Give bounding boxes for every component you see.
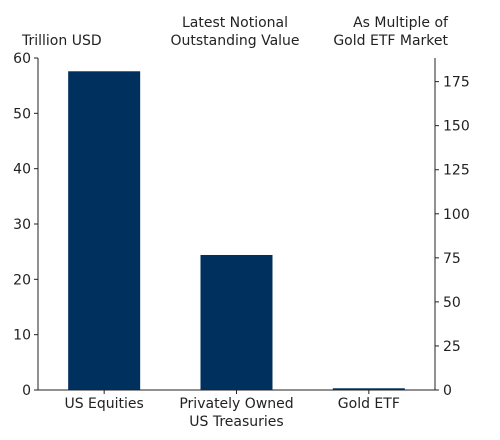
right-tick-label: 50: [443, 295, 461, 311]
x-tick-label: US Equities: [64, 396, 143, 412]
left-tick-label: 30: [13, 217, 31, 233]
right-axis-title-line-1: As Multiple of: [353, 15, 449, 31]
right-tick-label: 150: [443, 119, 470, 135]
right-tick-label: 75: [443, 251, 461, 267]
x-tick-label: Gold ETF: [338, 396, 400, 412]
x-tick-label: Privately Owned: [179, 396, 293, 412]
bar: [200, 254, 273, 390]
left-tick-label: 20: [13, 272, 31, 288]
right-tick-label: 175: [443, 75, 470, 91]
left-tick-label: 10: [13, 328, 31, 344]
chart-titles: Latest Notional Outstanding Value Trilli…: [21, 15, 449, 49]
left-tick-label: 0: [22, 383, 31, 399]
left-tick-label: 60: [13, 51, 31, 67]
right-tick-label: 100: [443, 207, 470, 223]
chart-title-line-1: Latest Notional: [182, 15, 288, 31]
bar: [332, 388, 405, 390]
right-tick-label: 25: [443, 339, 461, 355]
x-tick-label: US Treasuries: [189, 414, 283, 430]
right-tick-label: 0: [443, 383, 452, 399]
chart-title-line-2: Outstanding Value: [170, 33, 299, 49]
left-tick-label: 40: [13, 162, 31, 178]
left-tick-label: 50: [13, 106, 31, 122]
plot-area: US Equities Privately Owned US Treasuries G…: [13, 51, 470, 430]
right-axis-title-line-2: Gold ETF Market: [333, 33, 448, 49]
right-tick-label: 125: [443, 163, 470, 179]
left-axis-title: Trillion USD: [21, 33, 102, 49]
bar: [68, 71, 141, 390]
